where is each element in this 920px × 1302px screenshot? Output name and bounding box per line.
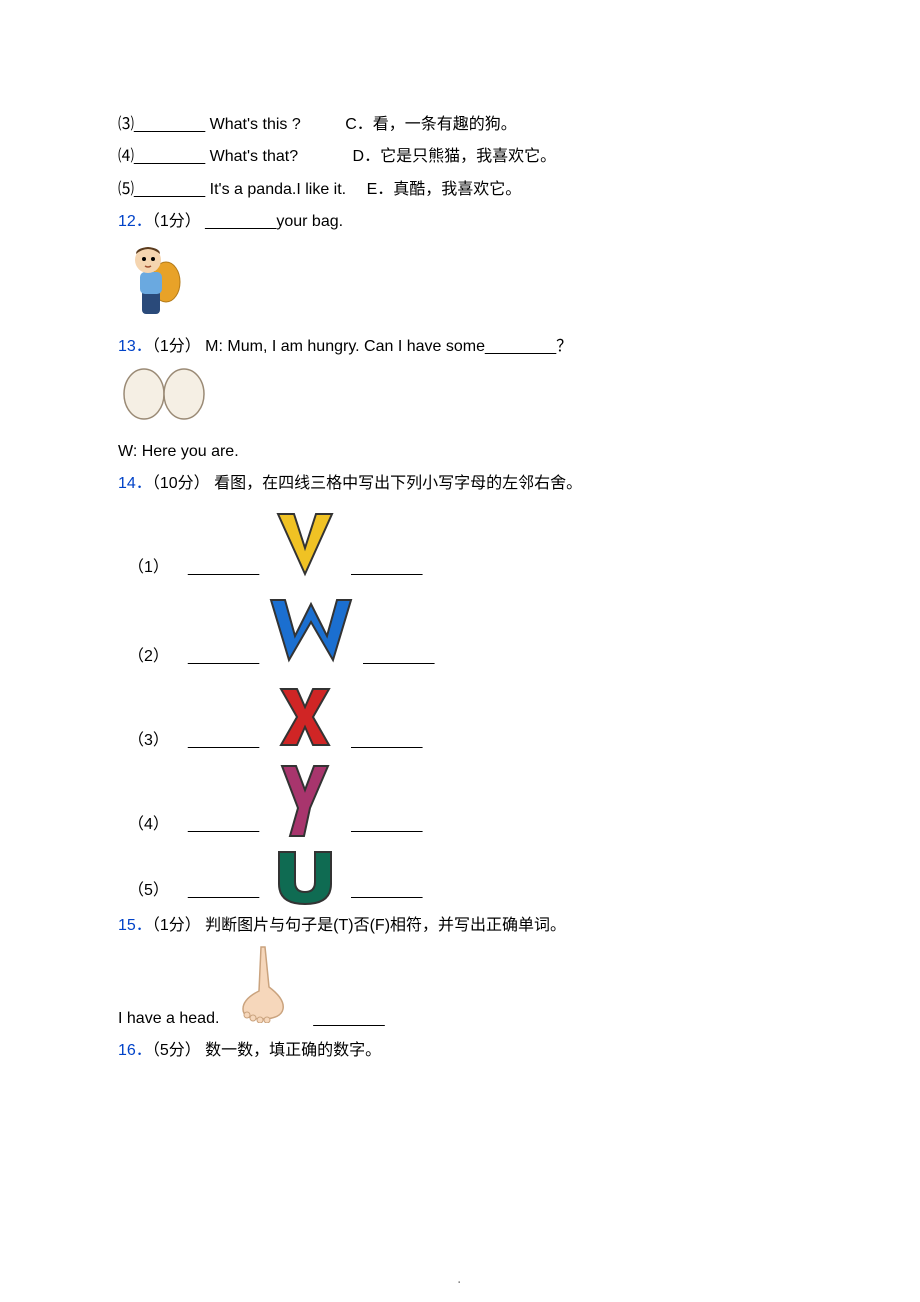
r2-blank2[interactable]: ________ bbox=[363, 642, 434, 672]
letter-x-icon bbox=[265, 677, 345, 757]
letter-row-1: （1） ________ ________ bbox=[118, 504, 802, 584]
q12-number: 12． bbox=[118, 213, 152, 230]
row5-en: It's a panda.I like it. bbox=[210, 181, 346, 198]
q12-blank[interactable]: ________ bbox=[205, 213, 276, 230]
r2-num: （2） bbox=[118, 642, 188, 672]
r4-num: （4） bbox=[118, 810, 188, 840]
r3-num: （3） bbox=[118, 726, 188, 756]
letter-y-icon bbox=[265, 761, 345, 841]
row4-opttext: 它是只熊猫，我喜欢它。 bbox=[380, 148, 556, 165]
row3-en: What's this ? bbox=[210, 116, 301, 133]
r1-blank2[interactable]: ________ bbox=[351, 553, 422, 583]
q13-points: （1分） bbox=[152, 338, 201, 355]
row3-blank[interactable]: ________ bbox=[134, 116, 205, 133]
letter-row-5: （5） ________ ________ bbox=[118, 845, 802, 907]
r4-blank2[interactable]: ________ bbox=[351, 810, 422, 840]
letter-w-icon bbox=[265, 588, 357, 673]
q15-row: I have a head. ________ bbox=[118, 943, 802, 1034]
q14-instr: 看图，在四线三格中写出下列小写字母的左邻右舍。 bbox=[214, 475, 582, 492]
row3-opttext: 看，一条有趣的狗。 bbox=[373, 116, 517, 133]
page-center-marker: . bbox=[457, 1264, 463, 1294]
q14-points: （10分） bbox=[152, 475, 210, 492]
question-15: 15．（1分） 判断图片与句子是(T)否(F)相符，并写出正确单词。 bbox=[118, 911, 802, 941]
q13-qmark: ？ bbox=[556, 338, 572, 355]
match-row-4: ⑷________ What's that? D．它是只熊猫，我喜欢它。 bbox=[118, 142, 802, 172]
row3-num: ⑶ bbox=[118, 116, 134, 133]
letter-row-4: （4） ________ ________ bbox=[118, 761, 802, 841]
boy-backpack-image bbox=[118, 242, 802, 328]
letter-row-2: （2） ________ ________ bbox=[118, 588, 802, 673]
question-13: 13．（1分） M: Mum, I am hungry. Can I have … bbox=[118, 332, 802, 362]
row5-num: ⑸ bbox=[118, 181, 134, 198]
row3-optletter: C． bbox=[345, 116, 373, 133]
letter-v-icon bbox=[265, 504, 345, 584]
q15-instr: 判断图片与句子是(T)否(F)相符，并写出正确单词。 bbox=[205, 917, 566, 934]
q16-instr: 数一数，填正确的数字。 bbox=[205, 1042, 381, 1059]
row4-en: What's that? bbox=[210, 148, 298, 165]
foot-image bbox=[229, 943, 299, 1034]
q16-points: （5分） bbox=[152, 1042, 201, 1059]
q13-blank[interactable]: ________ bbox=[485, 338, 556, 355]
letter-row-3: （3） ________ ________ bbox=[118, 677, 802, 757]
q12-points: （1分） bbox=[152, 213, 201, 230]
r5-blank2[interactable]: ________ bbox=[351, 876, 422, 906]
q15-sentence: I have a head. bbox=[118, 1004, 219, 1034]
letter-u-icon bbox=[265, 845, 345, 907]
r4-blank1[interactable]: ________ bbox=[188, 810, 259, 840]
r2-blank1[interactable]: ________ bbox=[188, 642, 259, 672]
q13-prefix: M: Mum, I am hungry. Can I have some bbox=[205, 338, 485, 355]
row5-blank[interactable]: ________ bbox=[134, 181, 205, 198]
q12-tail: your bag. bbox=[276, 213, 343, 230]
r5-num: （5） bbox=[118, 876, 188, 906]
match-row-5: ⑸________ It's a panda.I like it. E．真酷，我… bbox=[118, 175, 802, 205]
question-14: 14．（10分） 看图，在四线三格中写出下列小写字母的左邻右舍。 bbox=[118, 469, 802, 499]
row4-optletter: D． bbox=[353, 148, 381, 165]
question-12: 12．（1分） ________your bag. bbox=[118, 207, 802, 237]
q14-number: 14． bbox=[118, 475, 152, 492]
r1-blank1[interactable]: ________ bbox=[188, 553, 259, 583]
match-row-3: ⑶________ What's this ? C．看，一条有趣的狗。 bbox=[118, 110, 802, 140]
q13-reply: W: Here you are. bbox=[118, 437, 802, 467]
r1-num: （1） bbox=[118, 553, 188, 583]
row4-blank[interactable]: ________ bbox=[134, 148, 205, 165]
q13-number: 13． bbox=[118, 338, 152, 355]
row5-opttext: 真酷，我喜欢它。 bbox=[393, 181, 521, 198]
q15-number: 15． bbox=[118, 917, 152, 934]
r5-blank1[interactable]: ________ bbox=[188, 876, 259, 906]
q15-blank[interactable]: ________ bbox=[313, 1004, 384, 1034]
q15-points: （1分） bbox=[152, 917, 201, 934]
r3-blank1[interactable]: ________ bbox=[188, 726, 259, 756]
q16-number: 16． bbox=[118, 1042, 152, 1059]
r3-blank2[interactable]: ________ bbox=[351, 726, 422, 756]
row5-optletter: E． bbox=[367, 181, 394, 198]
row4-num: ⑷ bbox=[118, 148, 134, 165]
eggs-image bbox=[118, 366, 802, 432]
question-16: 16．（5分） 数一数，填正确的数字。 bbox=[118, 1036, 802, 1066]
